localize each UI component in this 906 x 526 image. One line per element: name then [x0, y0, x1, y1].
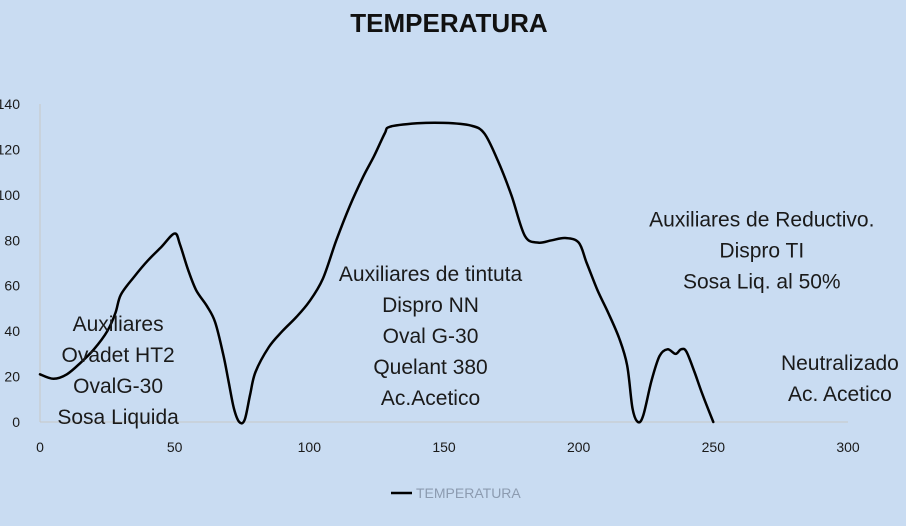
annotation-label: Auxiliares de Reductivo. Dispro TI Sosa Li…: [649, 209, 874, 294]
annotation-label: Neutralizado Ac. Acetico: [781, 352, 899, 406]
legend: TEMPERATURA: [391, 485, 521, 501]
y-tick-label: 100: [0, 187, 20, 203]
series-line-temperatura: [38, 121, 715, 425]
annotation-line: Ac. Acetico: [788, 383, 892, 406]
annotation-line: Quelant 380: [373, 356, 487, 379]
y-axis-ticks: 0 20 40 60 80 100 120 140: [0, 96, 20, 430]
annotation-line: OvalG-30: [73, 375, 163, 398]
x-tick-label: 100: [298, 439, 322, 455]
y-tick-label: 120: [0, 141, 20, 157]
y-tick-label: 0: [12, 414, 20, 430]
annotation-line: Auxiliares: [73, 313, 164, 336]
x-tick-label: 250: [702, 439, 726, 455]
annotation-layer: Auxiliares Ovadet HT2 OvalG-30 Sosa Liquida…: [57, 209, 898, 429]
annotation-line: Dispro NN: [382, 294, 479, 317]
y-tick-label: 40: [4, 323, 20, 339]
x-tick-label: 300: [836, 439, 860, 455]
annotation-line: Ovadet HT2: [61, 344, 174, 367]
annotation-line: Auxiliares de Reductivo.: [649, 209, 874, 232]
x-tick-label: 50: [167, 439, 183, 455]
x-tick-label: 200: [567, 439, 591, 455]
series-layer: [38, 121, 715, 425]
x-tick-label: 150: [432, 439, 456, 455]
y-tick-label: 140: [0, 96, 20, 112]
annotation-line: Auxiliares de tintuta: [339, 263, 523, 286]
x-tick-label: 0: [36, 439, 44, 455]
annotation-label: Auxiliares de tintuta Dispro NN Oval G-30 Q…: [339, 263, 523, 410]
legend-label-temperatura: TEMPERATURA: [416, 485, 521, 501]
annotation-label: Auxiliares Ovadet HT2 OvalG-30 Sosa Liquida: [57, 313, 179, 429]
annotation-line: Sosa Liq. al 50%: [683, 271, 841, 294]
chart-title: TEMPERATURA: [350, 8, 548, 38]
x-axis-ticks: 0 50 100 150 200 250 300: [36, 439, 860, 455]
y-tick-label: 20: [4, 369, 20, 385]
plot-area: 0 20 40 60 80 100 120 140 0 50 100 150 200 250 300 Au…: [0, 96, 899, 455]
y-tick-label: 80: [4, 232, 20, 248]
annotation-line: Oval G-30: [383, 325, 479, 348]
annotation-line: Dispro TI: [719, 240, 804, 263]
annotation-line: Sosa Liquida: [57, 406, 179, 429]
annotation-line: Ac.Acetico: [381, 387, 480, 410]
y-tick-label: 60: [4, 278, 20, 294]
annotation-line: Neutralizado: [781, 352, 899, 375]
